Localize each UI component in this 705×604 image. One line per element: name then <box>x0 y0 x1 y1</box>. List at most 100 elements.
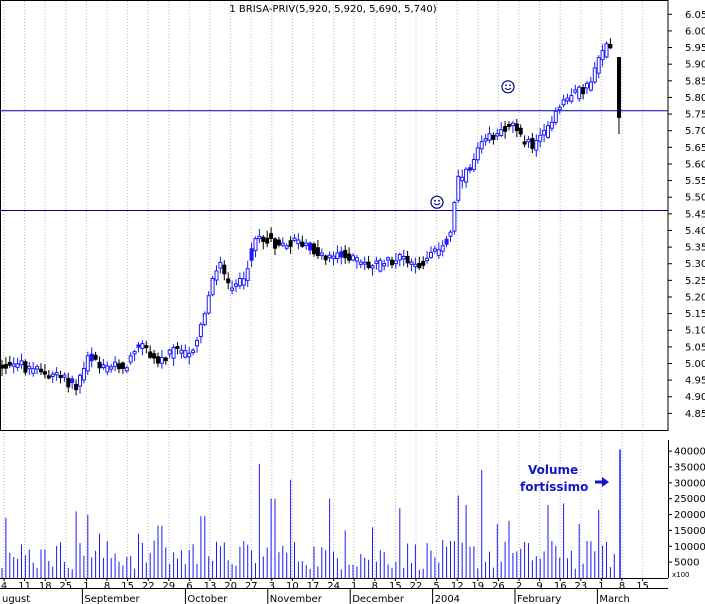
candle-155 <box>604 41 609 59</box>
candle-149 <box>581 84 586 100</box>
candle-72 <box>280 237 285 248</box>
candle-62 <box>241 271 246 290</box>
candle-body-113 <box>440 245 445 252</box>
candle-137 <box>534 134 539 157</box>
candle-21 <box>81 361 86 384</box>
candle-47 <box>183 344 188 359</box>
candle-60 <box>234 279 238 293</box>
candle-body-49 <box>191 349 196 354</box>
candle-body-89 <box>347 253 352 261</box>
candle-93 <box>362 256 367 271</box>
price-tick-18: 5.15 <box>685 309 705 320</box>
volume-bars <box>1 449 621 578</box>
candle-57 <box>222 260 227 281</box>
candle-146 <box>569 88 574 104</box>
candle-114 <box>444 236 449 248</box>
day-label-16: 24 <box>327 581 340 592</box>
volume-tick-7: 5000 <box>674 558 699 569</box>
candle-body-97 <box>378 259 383 272</box>
candle-54 <box>210 275 215 297</box>
candle-85 <box>331 251 336 266</box>
candle-body-45 <box>175 346 180 349</box>
candle-8 <box>31 361 36 377</box>
day-label-23: 19 <box>471 581 484 592</box>
candle-body-63 <box>245 268 250 281</box>
candle-body-41 <box>159 356 164 364</box>
candle-103 <box>401 249 406 267</box>
candle-49 <box>191 348 196 356</box>
month-label-3: November <box>270 594 323 604</box>
chart-frame <box>0 0 669 589</box>
candle-body-128 <box>499 129 504 136</box>
price-tick-23: 4.90 <box>685 392 705 403</box>
candle-body-106 <box>413 263 418 268</box>
price-tick-11: 5.50 <box>685 193 705 204</box>
candle-body-153 <box>596 57 601 74</box>
candle-body-115 <box>448 231 453 237</box>
price-tick-8: 5.65 <box>685 143 705 154</box>
candle-body-83 <box>323 255 328 261</box>
candle-body-137 <box>534 139 539 151</box>
candle-body-117 <box>456 175 461 201</box>
date-axis: 4 11 18 25 1 8 15 22 29 6 13 20 27 3 10 17 24 1 8 15 22 5 12 19… <box>1 578 649 604</box>
smiley-icon-0 <box>430 195 444 209</box>
price-candles <box>0 38 621 396</box>
price-axis: 6.05 6.00 5.95 5.90 5.85 5.80 5.75 5.70 5.65 5.60… <box>668 10 705 420</box>
candle-26 <box>101 358 106 370</box>
candle-body-142 <box>553 110 558 124</box>
candle-51 <box>198 321 203 344</box>
price-tick-24: 4.85 <box>685 409 705 420</box>
candle-17 <box>66 372 71 393</box>
candle-125 <box>487 126 492 144</box>
candle-body-143 <box>557 106 562 111</box>
price-tick-6: 5.75 <box>685 110 705 121</box>
candle-body-31 <box>120 362 125 369</box>
price-tick-14: 5.35 <box>685 243 705 254</box>
candle-body-98 <box>382 263 387 267</box>
candle-59 <box>230 280 235 295</box>
candle-153 <box>596 55 601 79</box>
candle-108 <box>421 256 426 270</box>
candle-body-108 <box>421 260 426 266</box>
candle-body-68 <box>265 237 270 244</box>
day-label-11: 20 <box>224 581 237 592</box>
volume-unit-label: x100 <box>672 571 690 579</box>
volume-tick-3: 25000 <box>674 494 705 505</box>
month-label-2: October <box>187 594 228 604</box>
candle-32 <box>124 365 129 373</box>
candle-56 <box>218 256 223 274</box>
price-tick-7: 5.70 <box>685 126 705 137</box>
candle-body-46 <box>179 349 184 354</box>
candle-76 <box>296 233 301 250</box>
candle-39 <box>152 349 157 364</box>
candle-120 <box>468 164 472 174</box>
candle-body-28 <box>109 366 114 370</box>
day-label-7: 22 <box>142 581 155 592</box>
candle-25 <box>97 356 102 374</box>
day-label-14: 10 <box>286 581 299 592</box>
candle-body-119 <box>464 168 469 183</box>
candle-131 <box>510 121 515 134</box>
candle-83 <box>323 254 328 265</box>
candle-body-122 <box>475 147 480 161</box>
candle-84 <box>327 251 332 263</box>
candle-body-154 <box>600 50 605 61</box>
candle-91 <box>354 254 359 269</box>
candle-3 <box>11 357 16 374</box>
candle-113 <box>440 240 445 257</box>
candle-body-94 <box>366 261 371 268</box>
candle-body-96 <box>374 260 379 264</box>
candle-77 <box>300 235 305 248</box>
candle-body-90 <box>351 255 355 261</box>
candle-body-30 <box>117 363 121 370</box>
candle-52 <box>202 311 207 327</box>
volume-note-line-1: Volume <box>528 463 578 477</box>
candle-body-37 <box>144 345 149 349</box>
candle-71 <box>276 237 281 248</box>
annotations <box>430 80 609 487</box>
candle-body-78 <box>304 242 309 247</box>
day-label-15: 17 <box>307 581 320 592</box>
candle-11 <box>42 364 47 379</box>
day-label-25: 2 <box>516 581 522 592</box>
day-label-24: 26 <box>492 581 505 592</box>
